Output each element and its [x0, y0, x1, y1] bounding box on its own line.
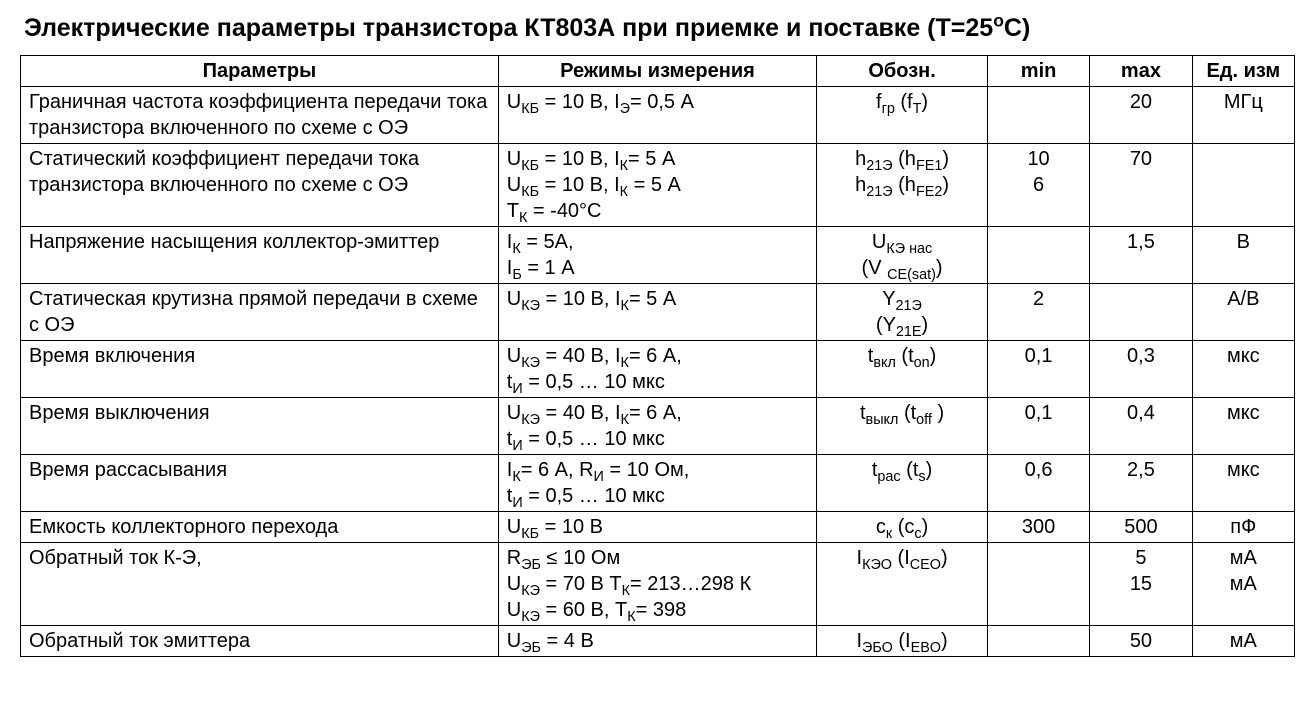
cell-max: 50	[1090, 626, 1192, 657]
table-row: Время выключенияUКЭ = 40 В, IК= 6 А,tИ =…	[21, 398, 1295, 455]
cell-max: 2,5	[1090, 455, 1192, 512]
cell-param: Граничная частота коэффициента передачи …	[21, 87, 499, 144]
page-title: Электрические параметры транзистора КТ80…	[24, 14, 1295, 43]
cell-param: Статическая крутизна прямой передачи в с…	[21, 284, 499, 341]
cell-unit: мА	[1192, 626, 1294, 657]
cell-param: Статический коэффициент передачи тока тр…	[21, 144, 499, 227]
cell-unit: мАмА	[1192, 543, 1294, 626]
cell-conditions: UКЭ = 10 В, IК= 5 А	[498, 284, 817, 341]
cell-unit: А/В	[1192, 284, 1294, 341]
cell-symbol: tвкл (ton)	[817, 341, 988, 398]
cell-min: 2	[987, 284, 1089, 341]
cell-unit	[1192, 144, 1294, 227]
cell-symbol: tрас (ts)	[817, 455, 988, 512]
cell-min: 0,6	[987, 455, 1089, 512]
cell-param: Время выключения	[21, 398, 499, 455]
table-row: Время рассасыванияIК= 6 А, RИ = 10 Ом,tИ…	[21, 455, 1295, 512]
cell-min: 106	[987, 144, 1089, 227]
cell-min	[987, 543, 1089, 626]
col-header-param: Параметры	[21, 56, 499, 87]
parameters-table: Параметры Режимы измерения Обозн. min ma…	[20, 55, 1295, 657]
table-row: Обратный ток К-Э,RЭБ ≤ 10 ОмUКЭ = 70 В Т…	[21, 543, 1295, 626]
cell-param: Обратный ток эмиттера	[21, 626, 499, 657]
cell-unit: пФ	[1192, 512, 1294, 543]
table-body: Граничная частота коэффициента передачи …	[21, 87, 1295, 657]
cell-unit: В	[1192, 227, 1294, 284]
cell-unit: мкс	[1192, 455, 1294, 512]
table-row: Напряжение насыщения коллектор-эмиттерIК…	[21, 227, 1295, 284]
cell-max	[1090, 284, 1192, 341]
cell-symbol: Y21Э(Y21E)	[817, 284, 988, 341]
table-row: Обратный ток эмиттераUЭБ = 4 ВIЭБО (IEBO…	[21, 626, 1295, 657]
col-header-unit: Ед. изм	[1192, 56, 1294, 87]
cell-min: 0,1	[987, 398, 1089, 455]
cell-max: 1,5	[1090, 227, 1192, 284]
cell-param: Время рассасывания	[21, 455, 499, 512]
col-header-min: min	[987, 56, 1089, 87]
cell-symbol: IЭБО (IEBO)	[817, 626, 988, 657]
table-header: Параметры Режимы измерения Обозн. min ma…	[21, 56, 1295, 87]
cell-max: 500	[1090, 512, 1192, 543]
table-row: Время включенияUКЭ = 40 В, IК= 6 А,tИ = …	[21, 341, 1295, 398]
cell-conditions: UКБ = 10 В	[498, 512, 817, 543]
cell-max: 515	[1090, 543, 1192, 626]
table-row: Статический коэффициент передачи тока тр…	[21, 144, 1295, 227]
cell-symbol: fгр (fT)	[817, 87, 988, 144]
cell-min	[987, 227, 1089, 284]
cell-max: 20	[1090, 87, 1192, 144]
table-row: Граничная частота коэффициента передачи …	[21, 87, 1295, 144]
table-row: Статическая крутизна прямой передачи в с…	[21, 284, 1295, 341]
cell-unit: мкс	[1192, 341, 1294, 398]
cell-param: Напряжение насыщения коллектор-эмиттер	[21, 227, 499, 284]
cell-min	[987, 626, 1089, 657]
cell-conditions: UЭБ = 4 В	[498, 626, 817, 657]
cell-symbol: UКЭ нас(V CE(sat))	[817, 227, 988, 284]
cell-conditions: IК = 5А,IБ = 1 А	[498, 227, 817, 284]
cell-param: Емкость коллекторного перехода	[21, 512, 499, 543]
cell-symbol: cк (cc)	[817, 512, 988, 543]
col-header-cond: Режимы измерения	[498, 56, 817, 87]
cell-max: 0,3	[1090, 341, 1192, 398]
col-header-sym: Обозн.	[817, 56, 988, 87]
cell-symbol: h21Э (hFE1)h21Э (hFE2)	[817, 144, 988, 227]
table-row: Емкость коллекторного переходаUКБ = 10 В…	[21, 512, 1295, 543]
cell-conditions: UКБ = 10 В, IЭ= 0,5 А	[498, 87, 817, 144]
cell-conditions: UКЭ = 40 В, IК= 6 А,tИ = 0,5 … 10 мкс	[498, 398, 817, 455]
cell-conditions: UКБ = 10 В, IК= 5 АUКБ = 10 В, IК = 5 АТ…	[498, 144, 817, 227]
cell-min: 300	[987, 512, 1089, 543]
document-page: Электрические параметры транзистора КТ80…	[0, 0, 1315, 677]
cell-param: Время включения	[21, 341, 499, 398]
cell-conditions: UКЭ = 40 В, IК= 6 А,tИ = 0,5 … 10 мкс	[498, 341, 817, 398]
cell-conditions: RЭБ ≤ 10 ОмUКЭ = 70 В ТК= 213…298 КUКЭ =…	[498, 543, 817, 626]
cell-max: 0,4	[1090, 398, 1192, 455]
cell-param: Обратный ток К-Э,	[21, 543, 499, 626]
cell-symbol: tвыкл (toff )	[817, 398, 988, 455]
col-header-max: max	[1090, 56, 1192, 87]
cell-min	[987, 87, 1089, 144]
cell-unit: МГц	[1192, 87, 1294, 144]
cell-unit: мкс	[1192, 398, 1294, 455]
cell-min: 0,1	[987, 341, 1089, 398]
cell-max: 70	[1090, 144, 1192, 227]
cell-conditions: IК= 6 А, RИ = 10 Ом,tИ = 0,5 … 10 мкс	[498, 455, 817, 512]
cell-symbol: IКЭО (ICEO)	[817, 543, 988, 626]
